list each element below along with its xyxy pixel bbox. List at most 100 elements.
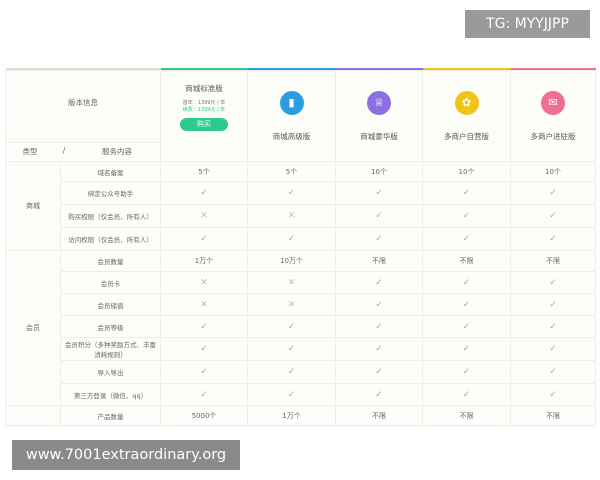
- check-icon: ✓: [287, 321, 296, 332]
- check-icon: ✓: [287, 234, 296, 244]
- check-icon: ✓: [375, 344, 383, 354]
- plan-header-3: ♕ 商城豪华版: [335, 70, 423, 162]
- check-icon: ✓: [287, 389, 296, 400]
- value-cell: 10万个: [247, 250, 336, 272]
- check-icon: ✓: [375, 321, 383, 332]
- message-icon: ✉: [541, 90, 565, 115]
- check-icon: ✓: [200, 188, 208, 198]
- service-cell: 访问权限（仅会员、所有人）: [60, 227, 161, 251]
- check-icon: ✓: [200, 321, 208, 332]
- service-cell: 会员储值: [60, 293, 161, 316]
- check-icon: ✓: [462, 277, 471, 288]
- check-icon: ✓: [549, 277, 557, 288]
- value-cell: 5000个: [160, 405, 248, 426]
- plan-color-bar: [160, 68, 248, 71]
- renewal-price: 续费：1399元 / 年: [182, 107, 226, 113]
- check-icon: ✓: [375, 367, 383, 377]
- table-row: 会员 会员数量 1万个 10万个 不限 不限 不限: [5, 250, 596, 406]
- check-icon: ✓: [375, 389, 383, 400]
- check-icon: ✓: [462, 188, 471, 198]
- plan-name: 多商户进驻版: [530, 131, 576, 141]
- check-icon: ✓: [549, 188, 557, 198]
- value-cell: 不限: [510, 405, 596, 426]
- check-icon: ✓: [200, 367, 208, 377]
- cross-icon: ✕: [287, 277, 296, 288]
- check-icon: ✓: [375, 277, 383, 288]
- plan-header-5: ✉ 多商户进驻版: [510, 70, 596, 162]
- value-cell: 5个: [160, 161, 248, 182]
- value-cell: 不限: [422, 250, 511, 272]
- table-row: 绑定公众号助手 ✓ ✓ ✓ ✓ ✓: [6, 181, 596, 205]
- service-cell: 购买权限（仅会员、所有人）: [60, 204, 161, 228]
- check-icon: ✓: [549, 344, 557, 354]
- plan-color-bar: [247, 68, 336, 71]
- check-icon: ✓: [200, 234, 208, 244]
- crown-icon: ♕: [367, 90, 391, 115]
- type-cell: [5, 405, 61, 426]
- check-icon: ✓: [287, 188, 296, 198]
- check-icon: ✓: [549, 299, 557, 310]
- check-icon: ✓: [375, 188, 383, 198]
- value-cell: 1万个: [247, 405, 336, 426]
- check-icon: ✓: [375, 299, 383, 310]
- watermark-bottom: www.7001extraordinary.org: [12, 440, 240, 470]
- check-icon: ✓: [549, 389, 557, 400]
- first-year-price: 首年：1399元 / 年: [182, 100, 226, 106]
- header-cell: 版本信息 类型 / 服务内容: [5, 70, 161, 162]
- check-icon: ✓: [549, 321, 557, 332]
- check-icon: ✓: [462, 321, 471, 332]
- value-cell: 不限: [510, 250, 596, 272]
- type-label: 类型: [22, 147, 38, 156]
- plan-name: 商城标准版: [185, 84, 223, 93]
- service-cell: 绑定公众号助手: [60, 181, 161, 205]
- check-icon: ✓: [287, 344, 296, 354]
- cross-icon: ✕: [287, 211, 296, 221]
- table-row: 会员储值 ✕ ✕ ✓ ✓ ✓: [6, 293, 596, 316]
- service-cell: 会员等级: [60, 315, 161, 338]
- table-row: 购买权限（仅会员、所有人） ✕ ✕ ✓ ✓ ✓: [6, 204, 596, 228]
- check-icon: ✓: [462, 211, 471, 221]
- plan-header-4: ✿ 多商户自营版: [422, 70, 511, 162]
- table-row: 第三方登录（微信、qq） ✓ ✓ ✓ ✓ ✓: [6, 383, 596, 406]
- service-cell: 会员卡: [60, 271, 161, 294]
- cross-icon: ✕: [287, 299, 296, 310]
- plan-color-bar: [335, 68, 423, 71]
- table-row: 会员卡 ✕ ✕ ✓ ✓ ✓: [6, 271, 596, 294]
- plan-name: 商城高级版: [272, 131, 311, 141]
- bookmark-icon: ▮: [279, 90, 304, 115]
- version-comparison-table: 版本信息 类型 / 服务内容 商城标准版 首年：1399元 / 年 续费：139…: [5, 68, 596, 426]
- plan-color-bar: [422, 68, 511, 71]
- value-cell: 10个: [335, 161, 423, 182]
- table-row: 商城 域名备案 5个 5个 10个 10个 10个: [5, 161, 596, 251]
- value-cell: 不限: [422, 405, 511, 426]
- table-row: 访问权限（仅会员、所有人） ✓ ✓ ✓ ✓ ✓: [6, 227, 596, 251]
- cross-icon: ✕: [200, 299, 208, 310]
- buy-button[interactable]: 购买: [180, 118, 228, 131]
- cross-icon: ✕: [200, 277, 208, 288]
- check-icon: ✓: [462, 344, 471, 354]
- check-icon: ✓: [462, 389, 471, 400]
- value-cell: 10个: [422, 161, 511, 182]
- service-cell: 产品数量: [60, 405, 161, 426]
- check-icon: ✓: [549, 367, 557, 377]
- check-icon: ✓: [375, 234, 383, 244]
- value-cell: 10个: [510, 161, 596, 182]
- check-icon: ✓: [549, 211, 557, 221]
- table-row: 会员积分（多种奖励方式、丰富消耗规则） ✓ ✓ ✓ ✓ ✓: [6, 337, 596, 361]
- plan-header-1: 商城标准版 首年：1399元 / 年 续费：1399元 / 年 购买: [160, 70, 248, 162]
- service-cell: 会员数量: [60, 250, 161, 272]
- type-cell: 会员: [5, 250, 61, 406]
- medal-icon: ✿: [454, 90, 479, 115]
- service-cell: 导入导出: [60, 360, 161, 384]
- service-label: 服务内容: [102, 147, 132, 156]
- table-row: 产品数量 5000个 1万个 不限 不限 不限: [5, 405, 596, 426]
- check-icon: ✓: [287, 367, 296, 377]
- value-cell: 1万个: [160, 250, 248, 272]
- value-cell: 不限: [335, 405, 423, 426]
- check-icon: ✓: [462, 234, 471, 244]
- plan-color-bar: [510, 68, 596, 71]
- table-row: 导入导出 ✓ ✓ ✓ ✓ ✓: [6, 360, 596, 384]
- check-icon: ✓: [200, 344, 208, 354]
- check-icon: ✓: [462, 367, 471, 377]
- service-cell: 第三方登录（微信、qq）: [60, 383, 161, 406]
